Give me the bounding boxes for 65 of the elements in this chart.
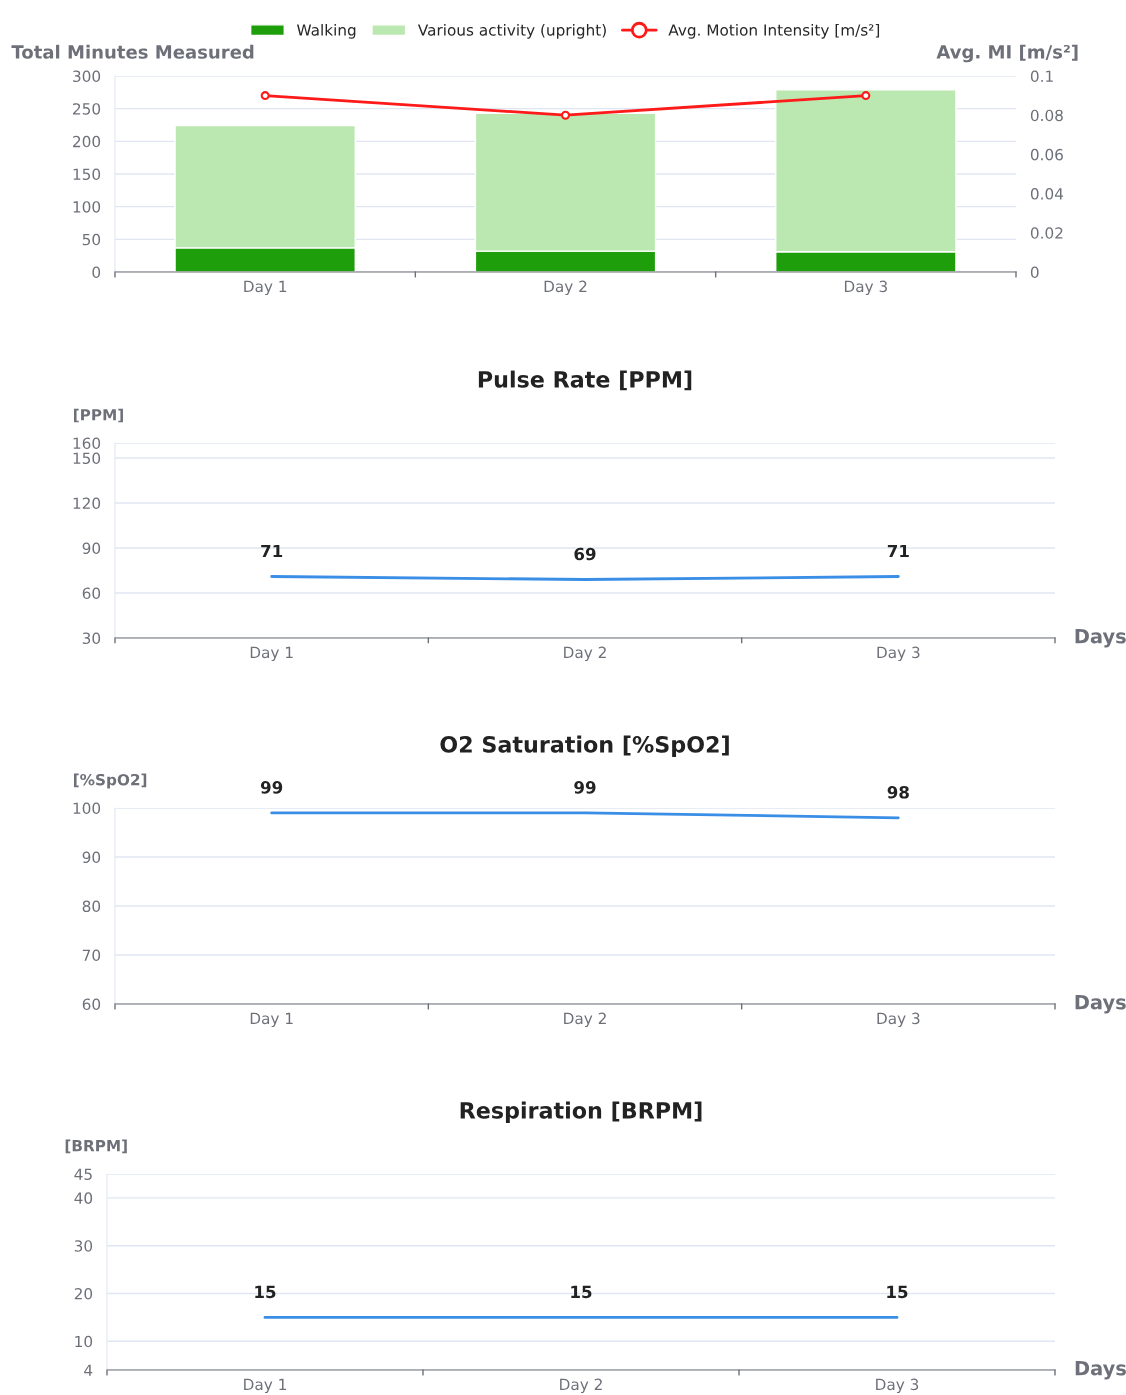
y-tick-label: 150 (73, 452, 101, 465)
data-label: 71 (887, 544, 909, 558)
legend-label: Avg. Motion Intensity [m/s²] (668, 23, 880, 39)
chart-title: Pulse Rate [PPM] (478, 370, 692, 391)
y-axis-title: [PPM] (74, 408, 123, 423)
x-tick-label: Day 1 (244, 1378, 286, 1394)
data-label: 99 (260, 781, 283, 794)
y-tick-label: 45 (74, 1168, 92, 1181)
y2-tick-label: 0 (1030, 266, 1039, 279)
y-tick-label: 40 (74, 1192, 93, 1204)
y2-axis-title: Avg. MI [m/s²] (936, 44, 1078, 63)
y-tick-label: 300 (73, 70, 101, 83)
y2-tick-label: 0.04 (1030, 188, 1064, 200)
data-label: 99 (574, 781, 596, 794)
x-tick-label: Day 2 (544, 280, 587, 296)
y2-tick-label: 0.02 (1030, 227, 1063, 239)
y-tick-label: 150 (73, 168, 101, 181)
data-label: 15 (887, 1285, 908, 1299)
y2-tick-label: 0.06 (1030, 148, 1063, 161)
chart-title: Respiration [BRPM] (460, 1101, 702, 1124)
y-tick-label: 160 (73, 437, 101, 450)
y-tick-label: 100 (73, 802, 101, 815)
y-axis-title: [%SpO2] (74, 773, 147, 789)
y-tick-label: 100 (73, 201, 101, 213)
x-tick-label: Day 2 (564, 646, 606, 662)
x-tick-label: Day 3 (877, 1012, 920, 1028)
x-tick-label: Day 3 (876, 1378, 919, 1394)
x-tick-label: Day 3 (877, 646, 920, 662)
y-tick-label: 30 (82, 632, 101, 645)
y-tick-label: 120 (73, 497, 101, 510)
y-tick-label: 60 (82, 587, 101, 600)
legend-label: Walking (297, 23, 356, 39)
y-axis-title: Total Minutes Measured (11, 44, 254, 59)
x-axis-title: Days (1075, 995, 1126, 1014)
x-tick-label: Day 2 (560, 1378, 602, 1394)
y-tick-label: 60 (82, 998, 101, 1011)
data-label: 15 (571, 1285, 592, 1299)
data-label: 71 (261, 544, 283, 558)
y-tick-label: 4 (84, 1364, 93, 1376)
x-tick-label: Day 1 (250, 646, 293, 662)
y-tick-label: 50 (82, 233, 101, 246)
y2-tick-label: 0.08 (1030, 109, 1063, 122)
data-label: 69 (574, 547, 596, 561)
y-tick-label: 250 (73, 103, 101, 115)
data-label: 15 (255, 1285, 276, 1299)
y-tick-label: 80 (82, 900, 101, 913)
y-tick-label: 30 (74, 1240, 93, 1252)
x-axis-title: Days (1075, 1361, 1126, 1380)
x-tick-label: Day 3 (844, 280, 887, 296)
chart-title: O2 Saturation [%SpO2] (440, 735, 729, 758)
y-axis-title: [BRPM] (65, 1139, 127, 1154)
y-tick-label: 200 (73, 135, 101, 148)
x-tick-label: Day 2 (564, 1012, 606, 1028)
y-tick-label: 20 (74, 1287, 93, 1300)
y-tick-label: 0 (92, 266, 101, 279)
y-tick-label: 90 (82, 542, 101, 555)
data-label: 98 (887, 785, 909, 799)
legend-label: Various activity (upright) (417, 23, 606, 39)
y-tick-label: 10 (75, 1335, 93, 1348)
x-tick-label: Day 1 (244, 280, 287, 296)
y-tick-label: 90 (82, 851, 101, 864)
y-tick-label: 70 (82, 949, 101, 962)
y2-tick-label: 0.1 (1030, 70, 1053, 83)
x-tick-label: Day 1 (250, 1012, 293, 1028)
x-axis-title: Days (1075, 629, 1126, 648)
